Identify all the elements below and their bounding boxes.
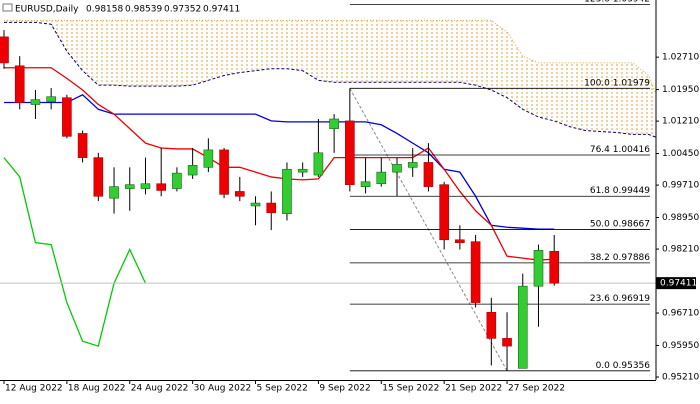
candle-body bbox=[140, 183, 151, 189]
indicator-line bbox=[4, 94, 555, 230]
plot-area: 123.6 1.03942 100.0 1.01979 76.4 1.00416 61… bbox=[0, 0, 656, 372]
y-tick-label: 0.99710 bbox=[662, 181, 699, 191]
indicator-line bbox=[3, 157, 147, 347]
x-tick-label: 5 Sep 2022 bbox=[257, 384, 308, 394]
candle-body bbox=[486, 311, 497, 339]
fib-label: 123.6 1.03942 bbox=[584, 0, 650, 4]
candle-body bbox=[407, 162, 418, 168]
x-tick-label: 12 Aug 2022 bbox=[5, 384, 63, 394]
candle-body bbox=[517, 285, 528, 369]
current-price-label: 0.97411 bbox=[660, 279, 697, 289]
candle-body bbox=[156, 183, 166, 191]
candle-body bbox=[329, 118, 339, 129]
x-tick-label: 21 Sep 2022 bbox=[445, 384, 502, 394]
candle-body bbox=[282, 168, 292, 214]
fib-level-price: 0.96919 bbox=[613, 294, 650, 304]
fib-level-price: 0.95356 bbox=[613, 360, 650, 370]
x-tick-label: 15 Sep 2022 bbox=[382, 384, 439, 394]
y-tick-label: 1.02710 bbox=[662, 53, 699, 63]
fib-level-price: 0.97886 bbox=[613, 252, 650, 262]
fib-level-label: 100.0 bbox=[584, 78, 610, 88]
candle-body bbox=[392, 164, 402, 173]
x-tick-label: 9 Sep 2022 bbox=[319, 384, 370, 394]
x-tick-label: 30 Aug 2022 bbox=[194, 384, 252, 394]
candle-body bbox=[172, 172, 182, 189]
candle-body bbox=[235, 191, 245, 197]
fib-level-label: 61.8 bbox=[590, 186, 610, 196]
candle-body bbox=[345, 120, 355, 185]
fib-label: 38.2 0.97886 bbox=[590, 252, 650, 262]
candle-body bbox=[502, 338, 512, 347]
y-tick-label: 1.00450 bbox=[662, 149, 699, 159]
header-icon bbox=[2, 3, 13, 12]
candle-body bbox=[14, 65, 25, 103]
fib-level-price: 1.03942 bbox=[613, 0, 650, 4]
candle-body bbox=[30, 99, 41, 105]
y-tick-label: 1.01950 bbox=[662, 85, 699, 95]
candle-body bbox=[376, 171, 387, 185]
header-close: 0.97411 bbox=[203, 5, 240, 15]
x-tick-label: 18 Aug 2022 bbox=[68, 384, 126, 394]
fib-level-label: 0.0 bbox=[596, 360, 611, 370]
header-open: 0.98158 bbox=[86, 5, 123, 15]
candle-body bbox=[93, 157, 104, 197]
header-high: 0.98539 bbox=[125, 5, 162, 15]
candle-body bbox=[77, 133, 88, 158]
indicator-line bbox=[4, 67, 555, 261]
y-tick-label: 0.95950 bbox=[662, 341, 699, 351]
fib-level-price: 0.99449 bbox=[613, 186, 650, 196]
candle-body bbox=[455, 239, 465, 243]
fib-level-price: 1.00416 bbox=[613, 144, 650, 154]
fib-level-label: 123.6 bbox=[584, 0, 610, 4]
candle-body bbox=[423, 162, 434, 187]
candle-body bbox=[109, 186, 119, 199]
candle-body bbox=[297, 168, 308, 173]
candle-body bbox=[124, 184, 135, 189]
chart-title: EURUSD,Daily bbox=[15, 5, 79, 15]
fib-level-label: 23.6 bbox=[590, 294, 610, 304]
fib-label: 61.8 0.99449 bbox=[590, 186, 650, 196]
candle-body bbox=[360, 181, 371, 187]
fib-level-label: 50.0 bbox=[590, 219, 610, 229]
candle-body bbox=[533, 250, 544, 287]
header-low: 0.97352 bbox=[164, 5, 201, 15]
fib-label: 0.0 0.95356 bbox=[596, 360, 651, 370]
candle-body bbox=[313, 152, 324, 176]
fib-label: 100.0 1.01979 bbox=[584, 78, 650, 88]
candle-body bbox=[203, 149, 214, 168]
x-tick-label: 27 Sep 2022 bbox=[508, 384, 565, 394]
candle-body bbox=[439, 184, 449, 241]
candle-body bbox=[470, 241, 481, 303]
y-tick-label: 0.98210 bbox=[662, 245, 699, 255]
header: EURUSD,Daily 0.98158 0.98539 0.97352 0.9… bbox=[2, 3, 240, 15]
fib-label: 50.0 0.98667 bbox=[590, 219, 650, 229]
fib-level-label: 76.4 bbox=[590, 144, 610, 154]
fib-level-price: 1.01979 bbox=[613, 78, 650, 88]
y-tick-label: 0.95210 bbox=[662, 373, 699, 383]
candle-body bbox=[549, 250, 560, 284]
candle-body bbox=[250, 202, 261, 207]
candle-body bbox=[46, 96, 56, 102]
candle-body bbox=[219, 149, 229, 195]
fib-level-price: 0.98667 bbox=[613, 219, 650, 229]
x-tick-label: 24 Aug 2022 bbox=[131, 384, 189, 394]
y-tick-label: 0.96710 bbox=[662, 309, 699, 319]
y-tick-label: 1.01210 bbox=[662, 117, 699, 127]
cloud-fill bbox=[4, 20, 656, 138]
fib-level-label: 38.2 bbox=[590, 252, 610, 262]
current-price-box bbox=[656, 277, 696, 290]
candle-body bbox=[62, 97, 72, 137]
fib-label: 76.4 1.00416 bbox=[590, 144, 650, 154]
y-tick-label: 0.98950 bbox=[662, 213, 699, 223]
candle-body bbox=[0, 36, 9, 64]
candle-body bbox=[266, 202, 277, 214]
candle-body bbox=[187, 165, 198, 176]
fib-label: 23.6 0.96919 bbox=[590, 294, 650, 304]
